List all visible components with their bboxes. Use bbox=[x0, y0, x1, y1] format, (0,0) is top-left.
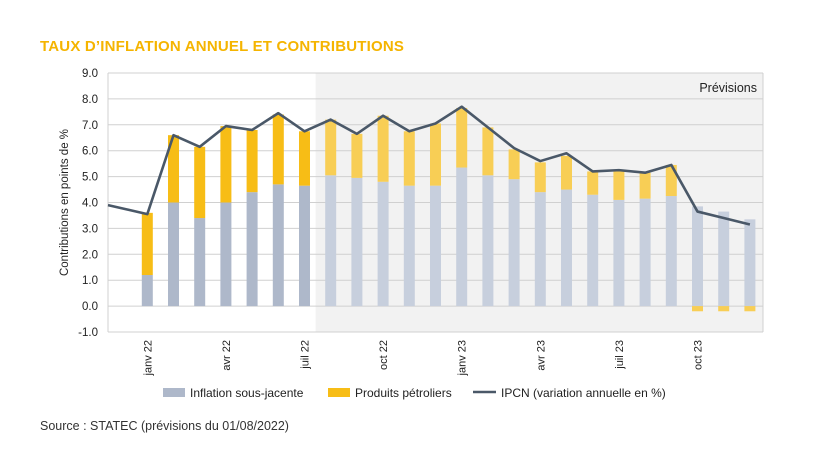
bar-core bbox=[508, 179, 520, 307]
bar-core bbox=[272, 184, 284, 307]
bar-oil bbox=[508, 149, 520, 180]
bar-oil bbox=[220, 126, 232, 203]
bar-core bbox=[561, 189, 572, 307]
bar-oil bbox=[587, 171, 599, 195]
axis-layer: -1.0 0.0 1.0 2.0 3.0 4.0 5.0 6.0 7.0 8.0 9.0 Contri… bbox=[59, 68, 705, 376]
bar-core bbox=[613, 199, 625, 307]
bar-core bbox=[299, 185, 310, 307]
y-tick-label: 0.0 bbox=[82, 301, 98, 313]
bar-oil bbox=[665, 164, 677, 197]
y-tick-label: 3.0 bbox=[82, 223, 98, 235]
bar-core bbox=[744, 219, 756, 307]
bar-oil bbox=[613, 171, 625, 200]
x-tick-label: juil 22 bbox=[300, 340, 312, 370]
bar-oil bbox=[403, 131, 415, 186]
bar-core bbox=[246, 192, 258, 307]
x-tick-label: oct 22 bbox=[378, 340, 390, 370]
y-tick-label: 7.0 bbox=[82, 120, 98, 132]
bar-oil bbox=[534, 162, 546, 193]
legend-label-core: Inflation sous-jacente bbox=[190, 386, 304, 400]
x-tick-label: janv 23 bbox=[457, 340, 469, 376]
bar-oil bbox=[194, 146, 206, 219]
bar-oil bbox=[482, 127, 494, 176]
bar-oil bbox=[377, 115, 389, 182]
y-tick-label: 6.0 bbox=[82, 146, 98, 158]
bar-oil bbox=[299, 131, 310, 186]
y-tick-label: 9.0 bbox=[82, 68, 98, 80]
x-tick-label: janv 22 bbox=[142, 340, 154, 376]
bar-oil-negative bbox=[744, 306, 756, 312]
bar-core bbox=[639, 198, 651, 307]
bar-core bbox=[377, 181, 389, 307]
bar-core bbox=[456, 167, 468, 307]
bar-oil bbox=[325, 119, 337, 176]
bar-oil bbox=[272, 114, 284, 185]
bar-oil bbox=[351, 133, 363, 178]
bar-core bbox=[482, 175, 494, 307]
bar-core bbox=[194, 218, 206, 307]
forecast-label: Prévisions bbox=[699, 81, 757, 95]
bar-core bbox=[430, 185, 441, 307]
bar-oil bbox=[246, 129, 258, 193]
y-tick-label: 8.0 bbox=[82, 94, 98, 106]
x-tick-label: avr 23 bbox=[535, 340, 547, 371]
bar-oil bbox=[430, 123, 441, 186]
y-axis-label: Contributions en points de % bbox=[59, 129, 71, 276]
bar-core bbox=[141, 275, 153, 307]
bar-oil bbox=[561, 155, 572, 190]
y-tick-label: 1.0 bbox=[82, 275, 98, 287]
source-note: Source : STATEC (prévisions du 01/08/202… bbox=[40, 419, 289, 433]
x-tick-label: oct 23 bbox=[693, 340, 705, 370]
bar-oil bbox=[141, 212, 153, 276]
bar-oil bbox=[639, 172, 651, 199]
y-tick-label: 5.0 bbox=[82, 172, 98, 184]
legend-label-oil: Produits pétroliers bbox=[355, 386, 452, 400]
bar-core bbox=[692, 206, 703, 307]
bar-oil bbox=[168, 135, 179, 203]
x-tick-label: avr 22 bbox=[221, 340, 233, 371]
legend-label-line: IPCN (variation annuelle en %) bbox=[501, 386, 666, 400]
legend-swatch-oil bbox=[328, 388, 350, 397]
bar-core bbox=[665, 196, 677, 307]
bar-core bbox=[718, 211, 730, 307]
bar-oil bbox=[456, 107, 468, 168]
line-layer bbox=[107, 105, 751, 226]
bar-oil-negative bbox=[692, 306, 703, 312]
bar-core bbox=[220, 202, 232, 307]
chart-title: TAUX D’INFLATION ANNUEL ET CONTRIBUTIONS bbox=[40, 38, 405, 55]
bar-core bbox=[534, 192, 546, 307]
bar-core bbox=[587, 194, 599, 307]
legend-swatch-core bbox=[163, 388, 185, 397]
bar-core bbox=[403, 185, 415, 307]
y-tick-label: 4.0 bbox=[82, 198, 98, 210]
bar-oil-negative bbox=[718, 306, 730, 312]
y-tick-label: 2.0 bbox=[82, 249, 98, 261]
bar-core bbox=[351, 177, 363, 307]
bar-core bbox=[325, 175, 337, 307]
bar-core bbox=[168, 202, 179, 307]
bars-layer bbox=[141, 107, 756, 312]
legend: Inflation sous-jacente Produits pétrolier… bbox=[163, 386, 666, 400]
y-tick-label: -1.0 bbox=[78, 327, 98, 339]
x-tick-label: juil 23 bbox=[614, 340, 626, 370]
